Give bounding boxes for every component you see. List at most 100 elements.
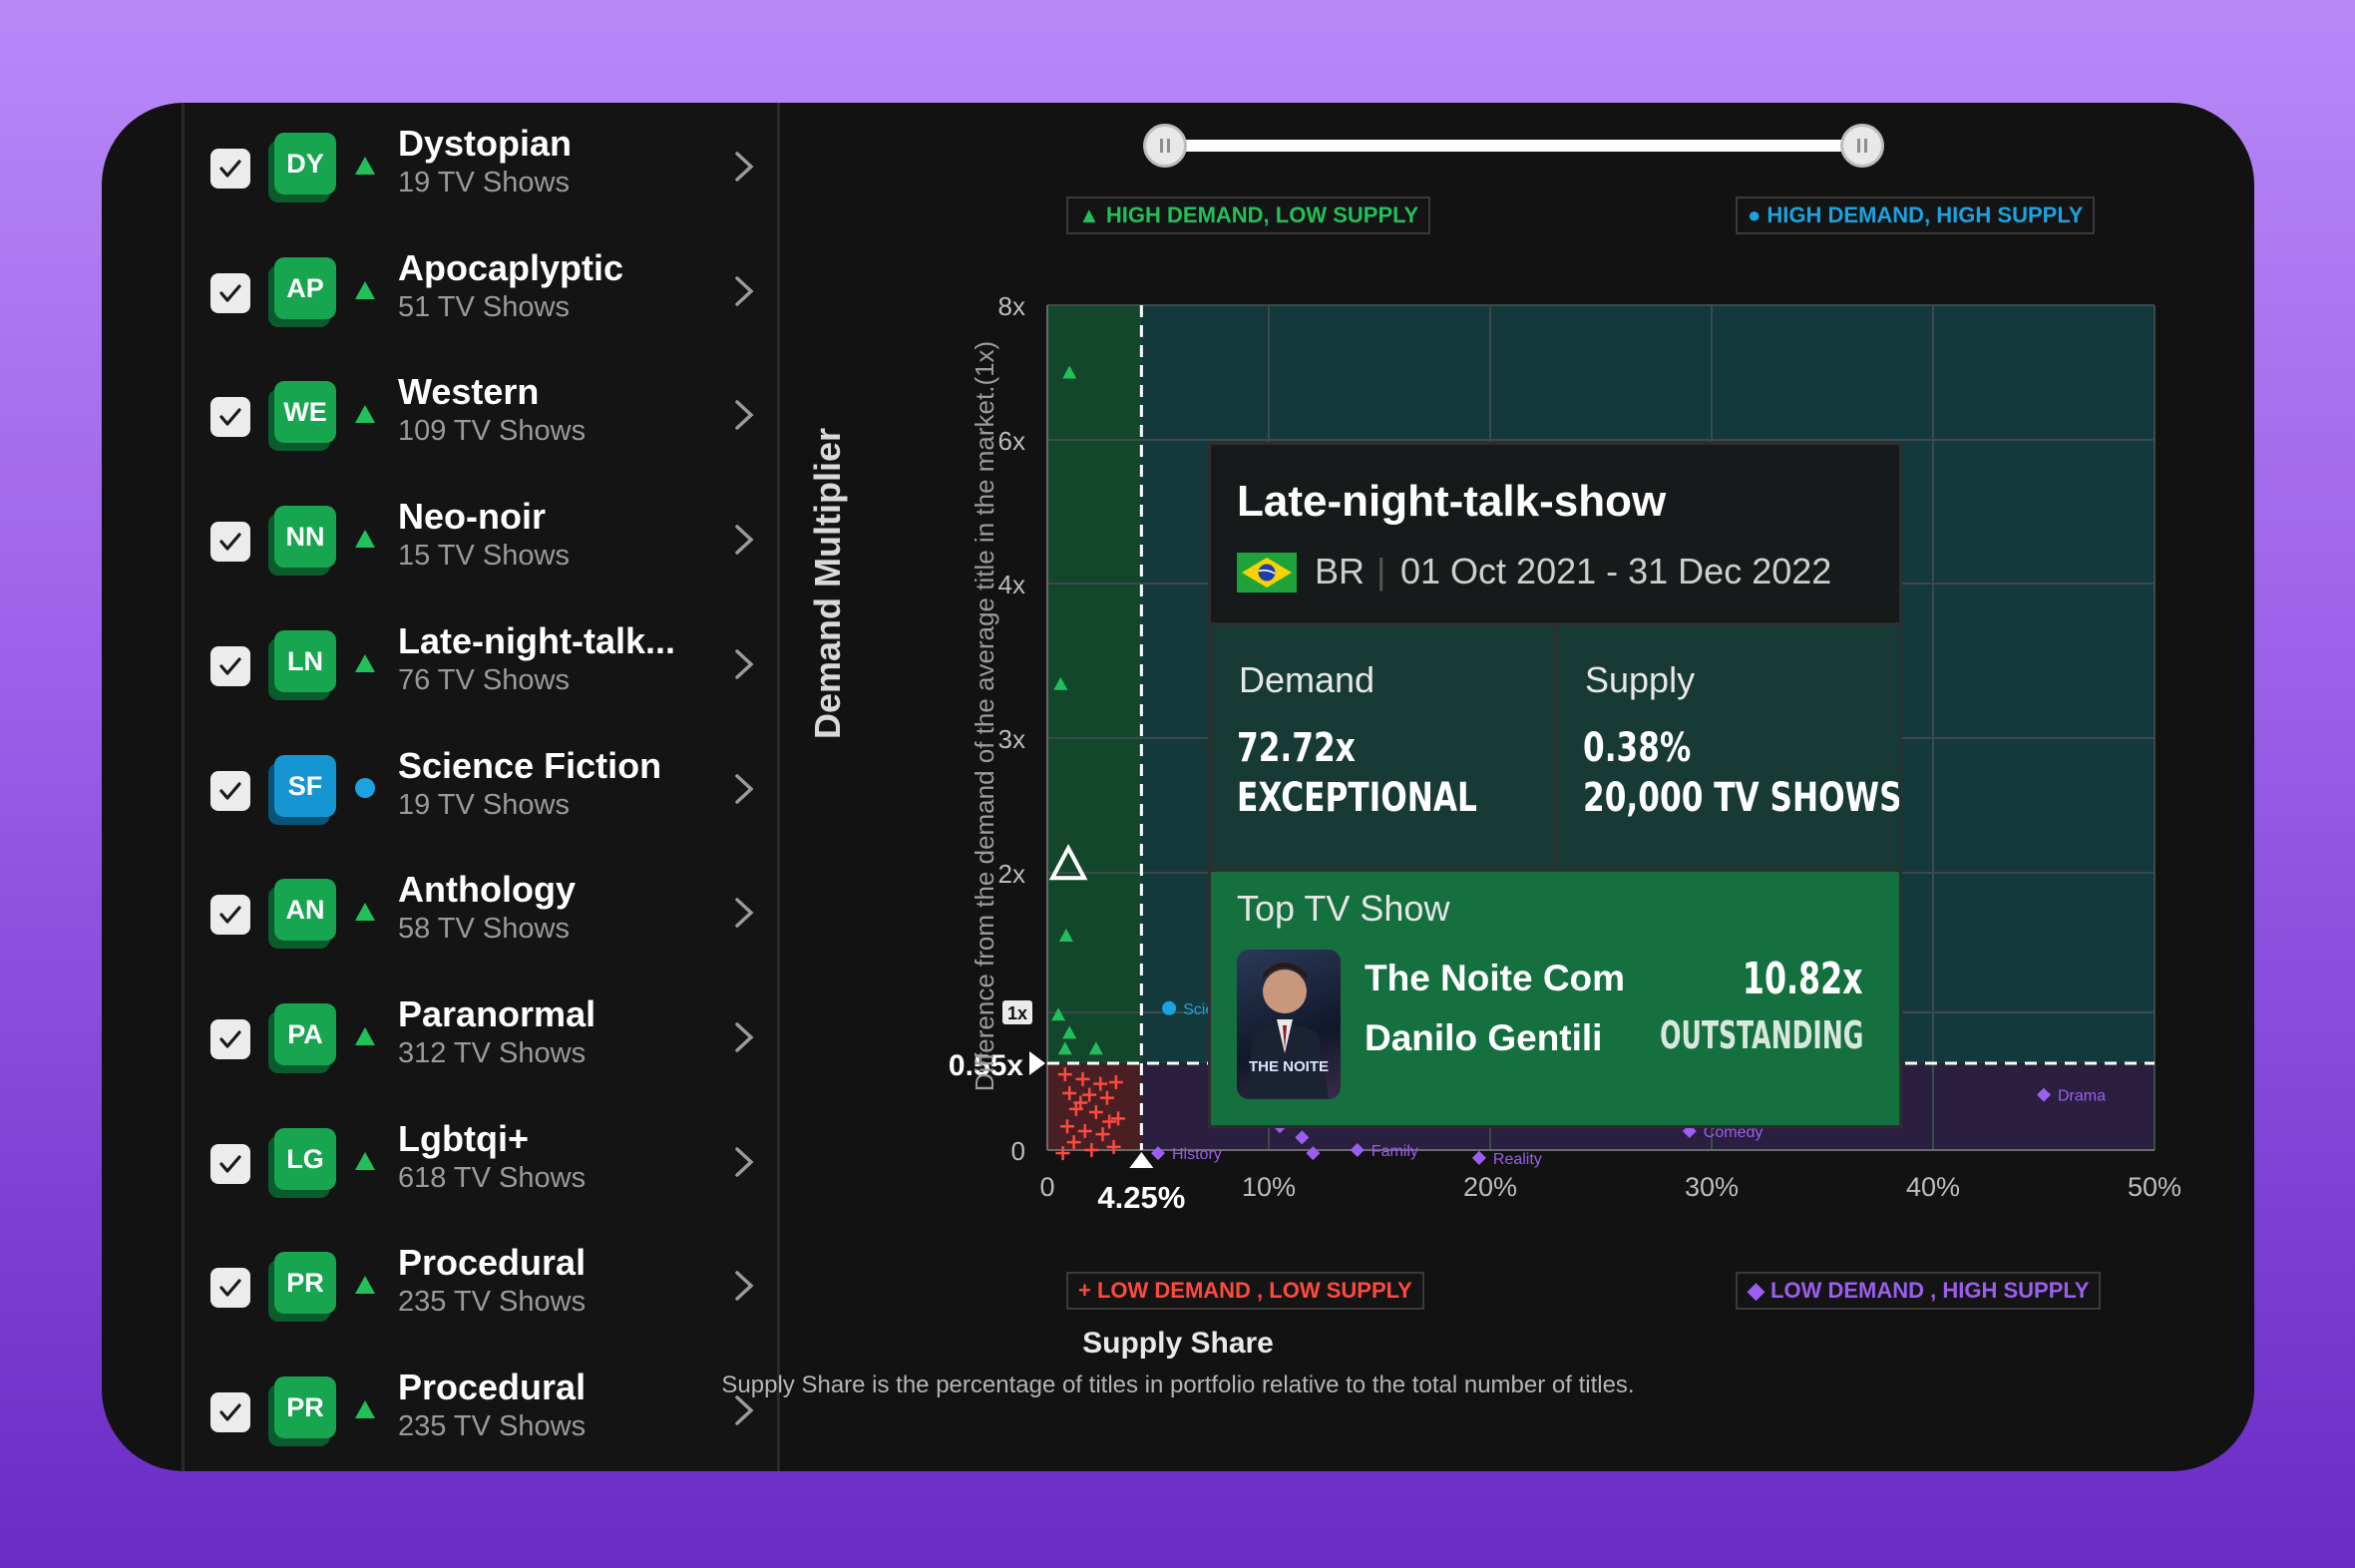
quadrant-label-text: HIGH DEMAND, HIGH SUPPLY [1766, 202, 2084, 227]
top-show-title-line2: Danilo Gentili [1365, 1017, 1603, 1058]
tooltip-title: Late-night-talk-show [1237, 477, 1667, 526]
genre-checkbox[interactable] [210, 1268, 250, 1309]
point-label: Family [1372, 1143, 1418, 1160]
chevron-right-icon[interactable] [731, 1269, 757, 1303]
genre-checkbox[interactable] [210, 522, 250, 563]
quadrant-label-low-demand-high-supply: ◆ LOW DEMAND , HIGH SUPPLY [1736, 1272, 2102, 1310]
x-axis-title: Supply Share [1082, 1327, 1274, 1360]
chevron-right-icon[interactable] [731, 274, 757, 308]
point-label: Comedy [1704, 1124, 1764, 1141]
quadrant-marker-icon [355, 1026, 375, 1045]
genre-code-badge: PR [274, 1376, 336, 1438]
genre-name: Procedural [398, 1367, 587, 1407]
genre-row-lgbtqi-[interactable]: LG Lgbtqi+ 618 TV Shows [185, 1098, 783, 1222]
tooltip-supply-column: Supply 0.38% 20,000 TV SHOWS [1557, 625, 1899, 869]
app-window: DY Dystopian 19 TV Shows AP Apocaplyptic 51 T… [102, 103, 2254, 1471]
genre-row-apocaplyptic[interactable]: AP Apocaplyptic 51 TV Shows [185, 227, 783, 351]
low-demand-low-supply-point [1084, 1143, 1099, 1157]
genre-checkbox[interactable] [210, 645, 250, 686]
low-demand-low-supply-point [1057, 1067, 1072, 1082]
point-label: Reality [1493, 1151, 1542, 1168]
genre-count: 76 TV Shows [398, 663, 570, 696]
top-show-title-line1: The Noite Com [1365, 958, 1626, 998]
quadrant-label-low-demand-low-supply: + LOW DEMAND , LOW SUPPLY [1066, 1272, 1424, 1310]
quadrant-label-text: LOW DEMAND , LOW SUPPLY [1096, 1278, 1412, 1303]
quadrant-marker-icon [355, 653, 375, 672]
quadrant-label-high-demand-high-supply: ● HIGH DEMAND, HIGH SUPPLY [1736, 196, 2096, 234]
low-demand-low-supply-point [1102, 1114, 1117, 1129]
chevron-right-icon[interactable] [731, 150, 757, 184]
genre-row-neo-noir[interactable]: NN Neo-noir 15 TV Shows [185, 476, 783, 599]
genre-row-western[interactable]: WE Western 109 TV Shows [185, 351, 783, 475]
genre-count: 235 TV Shows [398, 1410, 587, 1442]
genre-row-paranormal[interactable]: PA Paranormal 312 TV Shows [185, 974, 783, 1097]
genre-name: Science Fiction [398, 744, 662, 786]
supply-range-max-handle[interactable] [1840, 124, 1884, 168]
checkmark-icon [219, 408, 241, 426]
genre-code-badge: SF [274, 754, 336, 817]
demand-threshold-pointer [1029, 1051, 1045, 1075]
genre-tooltip: Late-night-talk-show BR | 01 Oct 2021 - … [1208, 442, 1902, 1128]
genre-count: 312 TV Shows [398, 1036, 587, 1069]
y-tick-1x-box [1002, 1000, 1032, 1024]
chevron-right-icon[interactable] [731, 772, 757, 806]
genre-checkbox[interactable] [210, 272, 250, 313]
low-demand-low-supply-point [1093, 1076, 1108, 1091]
supply-range-min-handle[interactable] [1143, 124, 1187, 168]
supply-range-slider-track[interactable] [1161, 140, 1859, 152]
low-demand-low-supply-point [1073, 1095, 1088, 1110]
top-show-thumbnail: THE NOITE [1237, 950, 1341, 1099]
chevron-right-icon[interactable] [731, 647, 757, 681]
y-tick-label: 8x [998, 291, 1025, 321]
checkmark-icon [219, 781, 241, 800]
chevron-right-icon[interactable] [731, 1020, 757, 1054]
checkmark-icon [219, 533, 241, 551]
quadrant-marker-icon [355, 1400, 375, 1418]
genre-name: Western [398, 371, 540, 413]
genre-row-procedural[interactable]: PR Procedural 235 TV Shows [185, 1222, 783, 1346]
quadrant-marker-icon [355, 405, 375, 424]
low-demand-high-supply-point [2037, 1087, 2051, 1102]
genre-checkbox[interactable] [210, 149, 250, 189]
tooltip-top-show[interactable]: Top TV Show THE NOITE The Noite Com Dani… [1211, 869, 1899, 1125]
chevron-right-icon[interactable] [731, 398, 757, 432]
genre-checkbox[interactable] [210, 1392, 250, 1432]
high-demand-low-supply-point [1057, 1041, 1072, 1055]
genre-name: Apocaplyptic [398, 246, 624, 288]
y-tick-label: 1x [1007, 1003, 1027, 1023]
top-show-rating: OUTSTANDING [1659, 1013, 1863, 1057]
genre-checkbox[interactable] [210, 1143, 250, 1184]
genre-count: 618 TV Shows [398, 1161, 587, 1194]
demand-value: 72.72x [1237, 725, 1356, 771]
demand-threshold-label: 0.55x [949, 1049, 1023, 1082]
genre-code-badge: AN [274, 879, 336, 942]
chevron-right-icon[interactable] [731, 1393, 757, 1427]
genre-row-procedural[interactable]: PR Procedural 235 TV Shows [185, 1347, 783, 1470]
supply-threshold-pointer [1129, 1152, 1154, 1168]
low-demand-high-supply-point [1350, 1143, 1365, 1157]
genre-row-science-fiction[interactable]: SF Science Fiction 19 TV Shows [185, 725, 783, 849]
genre-code-badge: LN [274, 629, 336, 692]
genre-row-dystopian[interactable]: DY Dystopian 19 TV Shows [185, 103, 783, 226]
checkmark-icon [219, 1279, 241, 1297]
checkmark-icon [219, 906, 241, 924]
y-axis-title: Demand Multiplier [807, 427, 848, 740]
genre-checkbox[interactable] [210, 397, 250, 438]
quadrant-marker-icon [355, 1151, 375, 1170]
genre-checkbox[interactable] [210, 1018, 250, 1059]
high-demand-high-supply-point [1162, 1000, 1177, 1015]
genre-checkbox[interactable] [210, 770, 250, 811]
genre-code-badge: PR [274, 1252, 336, 1315]
genre-row-late-night-talk-[interactable]: LN Late-night-talk... 76 TV Shows [185, 600, 783, 724]
chevron-right-icon[interactable] [731, 523, 757, 557]
chevron-right-icon[interactable] [731, 896, 757, 930]
genre-name: Late-night-talk... [398, 619, 675, 661]
quadrant-label-high-demand-low-supply: ▲ HIGH DEMAND, LOW SUPPLY [1066, 196, 1431, 234]
genre-checkbox[interactable] [210, 895, 250, 936]
genre-row-anthology[interactable]: AN Anthology 58 TV Shows [185, 849, 783, 973]
chevron-right-icon[interactable] [731, 1145, 757, 1179]
low-demand-low-supply-point [1066, 1135, 1081, 1150]
genre-name: Paranormal [398, 992, 596, 1034]
checkmark-icon [219, 284, 241, 302]
top-show-score: 10.82x [1743, 954, 1863, 1004]
